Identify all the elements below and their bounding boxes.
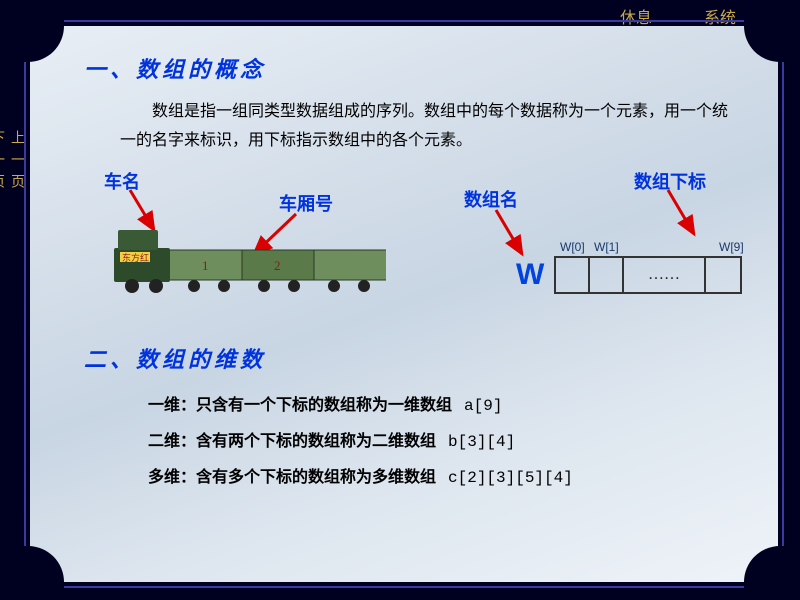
- array-W: W: [516, 258, 544, 292]
- section1-title: 一、数组的概念: [84, 52, 740, 84]
- dim-row-1d: 一维：只含有一个下标的数组称为一维数组 a[9]: [148, 388, 740, 424]
- cell-0: [556, 258, 590, 292]
- train-illustration: 东方红 1 2: [114, 220, 394, 298]
- dim-row-nd: 多维：含有多个下标的数组称为多维数组 c[2][3][5][4]: [148, 460, 740, 496]
- left-nav: 上一页 下一页 暂停 重放 返回: [4, 130, 26, 226]
- svg-text:2: 2: [274, 258, 281, 273]
- cell-1: [590, 258, 624, 292]
- content-frame: 一、数组的概念 数组是指一组同类型数据组成的序列。数组中的每个数据称为一个元素，…: [30, 26, 778, 582]
- menu-rest[interactable]: 休息: [620, 10, 652, 27]
- cell-dots: ……: [624, 258, 706, 292]
- array-boxes: ……: [554, 256, 742, 294]
- top-menu: 休息 系统: [596, 4, 760, 28]
- section2-title: 二、数组的维数: [84, 342, 740, 374]
- svg-text:东方红: 东方红: [122, 252, 149, 263]
- label-array-name: 数组名: [464, 186, 518, 212]
- idx-w9: W[9]: [719, 240, 744, 254]
- dimension-list: 一维：只含有一个下标的数组称为一维数组 a[9] 二维：含有两个下标的数组称为二…: [148, 388, 740, 497]
- label-train-name: 车名: [104, 168, 140, 194]
- idx-w0: W[0]: [560, 240, 585, 254]
- nav-prev[interactable]: 上一页: [6, 130, 26, 196]
- idx-w1: W[1]: [594, 240, 619, 254]
- nav-next[interactable]: 下一页: [0, 130, 6, 196]
- dim-row-2d: 二维：含有两个下标的数组称为二维数组 b[3][4]: [148, 424, 740, 460]
- label-car-no: 车厢号: [279, 190, 333, 216]
- menu-system[interactable]: 系统: [704, 10, 736, 27]
- section1-para: 数组是指一组同类型数据组成的序列。数组中的每个数据称为一个元素，用一个统一的名字…: [120, 98, 730, 156]
- diagram: 车名 车厢号 数组名 数组下标 东方红 1 2: [84, 168, 740, 328]
- svg-text:1: 1: [202, 258, 209, 273]
- cell-9: [706, 258, 740, 292]
- label-array-index: 数组下标: [634, 168, 706, 194]
